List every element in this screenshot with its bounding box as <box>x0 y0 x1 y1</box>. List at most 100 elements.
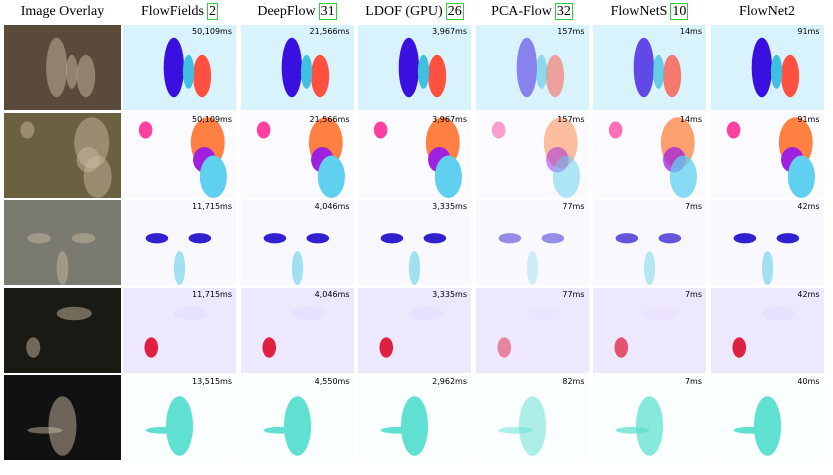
image <box>240 112 354 198</box>
image <box>4 287 121 373</box>
image <box>240 200 354 285</box>
runtime: 157ms <box>557 114 585 124</box>
flow-image: 14ms <box>593 25 706 110</box>
column-name: FlowFields <box>140 4 204 19</box>
image <box>475 25 589 110</box>
runtime: 21,566ms <box>309 114 350 124</box>
image <box>240 25 354 110</box>
runtime: 3,335ms <box>432 202 467 211</box>
flow-image: 50,109ms <box>123 25 236 110</box>
flow-image: 7ms <box>593 287 706 373</box>
image <box>475 200 589 285</box>
flow-image: 82ms <box>475 375 589 460</box>
image <box>710 375 824 460</box>
image <box>593 375 706 460</box>
flow-image: 11,715ms <box>123 200 236 285</box>
runtime: 42ms <box>797 202 820 211</box>
image <box>4 112 121 198</box>
runtime: 7ms <box>684 289 702 299</box>
flow-image: 21,566ms <box>240 112 354 198</box>
flow-image: 157ms <box>475 25 589 110</box>
image <box>475 112 589 198</box>
flow-image: 13,515ms <box>123 375 236 460</box>
flow-image: 7ms <box>593 200 706 285</box>
column-header: PCA-Flow 32 <box>476 3 589 24</box>
runtime: 77ms <box>562 289 585 299</box>
image <box>710 25 824 110</box>
flow-image: 4,550ms <box>240 375 354 460</box>
flow-image: 4,046ms <box>240 200 354 285</box>
column-header: FlowNetS 10 <box>593 3 706 24</box>
image <box>710 287 824 373</box>
runtime: 91ms <box>797 114 820 124</box>
flow-image: 11,715ms <box>123 287 236 373</box>
flow-image: 77ms <box>475 287 589 373</box>
image <box>123 200 236 285</box>
column-name: Image Overlay <box>20 4 105 19</box>
flow-image: 157ms <box>475 112 589 198</box>
runtime: 3,967ms <box>432 114 467 124</box>
image <box>710 112 824 198</box>
flow-image: 3,967ms <box>358 112 471 198</box>
runtime: 14ms <box>679 27 702 36</box>
citation: 32 <box>554 3 573 20</box>
column-header: FlowFields 2 <box>123 3 236 24</box>
flow-image: 91ms <box>710 112 824 198</box>
image <box>710 200 824 285</box>
runtime: 157ms <box>557 27 585 36</box>
runtime: 7ms <box>684 202 702 211</box>
runtime: 42ms <box>797 289 820 299</box>
image <box>358 200 471 285</box>
image <box>593 112 706 198</box>
image <box>593 287 706 373</box>
runtime: 14ms <box>679 114 702 124</box>
image <box>358 25 471 110</box>
flow-image: 2,962ms <box>358 375 471 460</box>
runtime: 82ms <box>562 377 585 386</box>
flow-image: 7ms <box>593 375 706 460</box>
column-name: PCA-Flow <box>491 4 552 19</box>
image <box>4 200 121 285</box>
image <box>593 200 706 285</box>
image <box>475 287 589 373</box>
image <box>240 287 354 373</box>
column-name: LDOF (GPU) <box>365 4 443 19</box>
runtime: 77ms <box>562 202 585 211</box>
flow-image: 42ms <box>710 200 824 285</box>
flow-image: 14ms <box>593 112 706 198</box>
flow-image: 42ms <box>710 287 824 373</box>
flow-image: 50,109ms <box>123 112 236 198</box>
column-header: DeepFlow 31 <box>241 3 354 24</box>
image <box>358 112 471 198</box>
image-overlay <box>4 375 121 460</box>
runtime: 2,962ms <box>432 377 467 386</box>
image <box>4 25 121 110</box>
runtime: 4,550ms <box>314 377 350 386</box>
image <box>123 375 236 460</box>
image <box>358 375 471 460</box>
runtime: 13,515ms <box>192 377 232 386</box>
runtime: 4,046ms <box>314 289 350 299</box>
flow-image: 40ms <box>710 375 824 460</box>
runtime: 4,046ms <box>314 202 350 211</box>
flow-image: 3,335ms <box>358 200 471 285</box>
image <box>475 375 589 460</box>
column-name: DeepFlow <box>257 4 316 19</box>
citation: 31 <box>318 3 337 20</box>
column-header: FlowNet2 <box>711 4 824 24</box>
runtime: 3,335ms <box>432 289 467 299</box>
runtime: 11,715ms <box>192 289 232 299</box>
image <box>593 25 706 110</box>
image <box>4 375 121 460</box>
flow-image: 91ms <box>710 25 824 110</box>
image-overlay <box>4 25 121 110</box>
runtime: 7ms <box>684 377 702 386</box>
image-overlay <box>4 200 121 285</box>
citation: 10 <box>670 3 689 20</box>
runtime: 91ms <box>797 27 820 36</box>
runtime: 21,566ms <box>309 27 350 36</box>
flow-image: 3,967ms <box>358 25 471 110</box>
runtime: 11,715ms <box>192 202 232 211</box>
image <box>240 375 354 460</box>
